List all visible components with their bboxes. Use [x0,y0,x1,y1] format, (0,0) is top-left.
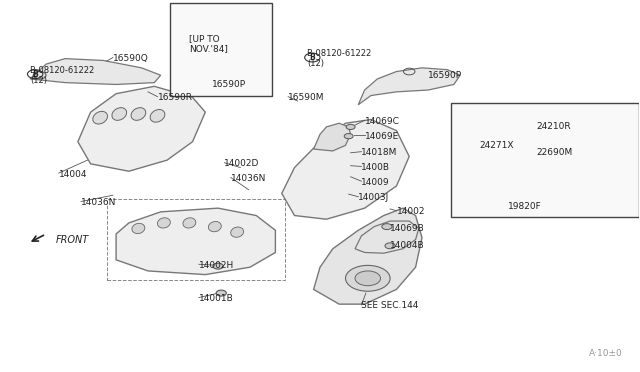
Ellipse shape [230,227,244,237]
Circle shape [524,171,556,190]
Text: [UP TO
NOV.'84]: [UP TO NOV.'84] [189,34,228,54]
Ellipse shape [183,218,196,228]
Polygon shape [78,86,205,171]
Text: 16590R: 16590R [157,93,193,102]
Ellipse shape [131,108,146,120]
Polygon shape [193,51,237,72]
Circle shape [346,265,390,291]
Text: 1400B: 1400B [362,163,390,172]
Polygon shape [282,119,409,219]
Ellipse shape [209,221,221,232]
Text: 14003J: 14003J [358,193,390,202]
Polygon shape [358,68,460,105]
Circle shape [213,263,223,269]
Ellipse shape [157,218,170,228]
Circle shape [385,243,395,249]
Text: 16590Q: 16590Q [113,54,148,63]
Text: 14069C: 14069C [365,117,399,126]
Text: 14018M: 14018M [362,148,398,157]
Polygon shape [314,208,422,304]
Text: 14002: 14002 [396,207,425,217]
Text: A·10±0: A·10±0 [589,349,623,358]
Text: 24271X: 24271X [479,141,514,150]
Ellipse shape [93,111,108,124]
Circle shape [551,161,560,166]
Text: B 08120-61222
(12): B 08120-61222 (12) [30,65,94,85]
Text: 14036N: 14036N [81,198,116,207]
Text: 14002H: 14002H [199,261,234,270]
Circle shape [382,224,392,230]
Text: B: B [310,53,316,62]
Circle shape [344,134,353,139]
Text: 22690M: 22690M [537,148,573,157]
Text: 16590P: 16590P [212,80,246,89]
Circle shape [513,132,522,137]
Circle shape [355,271,381,286]
Text: SEE SEC.144: SEE SEC.144 [362,301,419,311]
Polygon shape [30,59,161,84]
Text: B: B [32,70,38,78]
Text: 14036N: 14036N [231,174,266,183]
Text: 16590P: 16590P [428,71,463,80]
Polygon shape [473,132,524,152]
Circle shape [216,290,227,296]
Text: 14002D: 14002D [225,159,260,169]
FancyBboxPatch shape [170,3,272,96]
Text: 19820F: 19820F [508,202,541,211]
Polygon shape [314,123,351,151]
Ellipse shape [132,223,145,234]
Text: 14004B: 14004B [390,241,425,250]
Text: B 08120-61222
(12): B 08120-61222 (12) [307,49,371,68]
Text: FRONT: FRONT [56,234,89,244]
Circle shape [532,176,548,185]
Text: 14009: 14009 [362,178,390,187]
Text: 14069E: 14069E [365,132,399,141]
Text: 24210R: 24210R [537,122,572,131]
Polygon shape [116,208,275,275]
Circle shape [346,124,355,129]
Text: 14001B: 14001B [199,294,234,303]
Ellipse shape [112,108,127,120]
Polygon shape [355,221,419,253]
FancyBboxPatch shape [451,103,639,217]
Text: 16590M: 16590M [288,93,324,102]
Ellipse shape [150,109,165,122]
Text: 14069B: 14069B [390,224,425,233]
Text: 14004: 14004 [59,170,87,179]
Polygon shape [508,162,568,197]
